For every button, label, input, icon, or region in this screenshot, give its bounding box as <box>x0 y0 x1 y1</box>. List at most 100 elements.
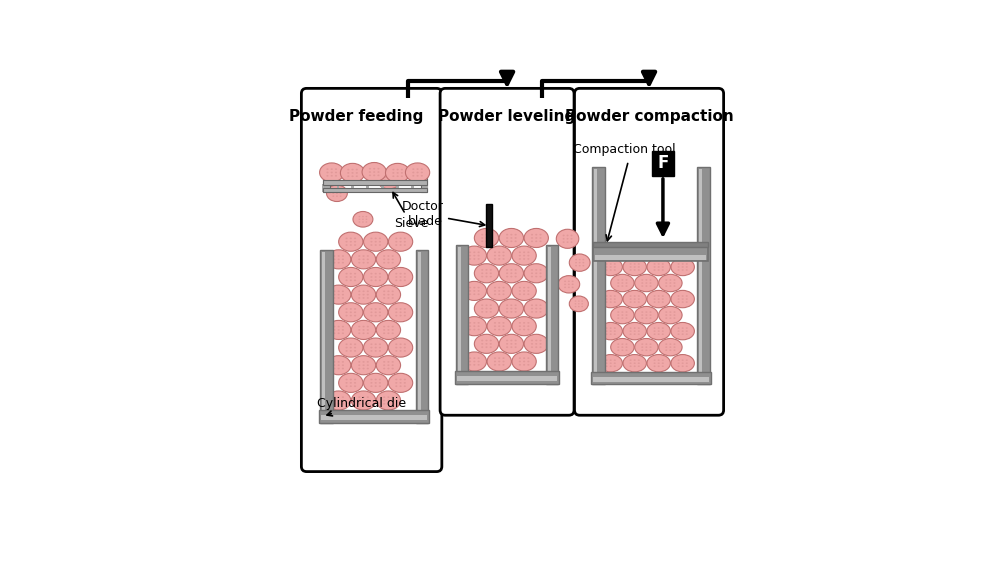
Ellipse shape <box>395 379 397 381</box>
Ellipse shape <box>682 330 684 332</box>
Ellipse shape <box>614 298 616 300</box>
Ellipse shape <box>338 262 340 263</box>
Ellipse shape <box>387 297 390 299</box>
Ellipse shape <box>630 330 632 332</box>
Ellipse shape <box>338 329 340 331</box>
Ellipse shape <box>481 276 483 278</box>
Ellipse shape <box>606 266 608 268</box>
Ellipse shape <box>481 234 483 235</box>
Bar <box>396 185 399 192</box>
Ellipse shape <box>673 346 676 348</box>
Ellipse shape <box>342 258 344 260</box>
Ellipse shape <box>611 274 634 292</box>
Ellipse shape <box>399 273 402 275</box>
Ellipse shape <box>351 320 376 339</box>
Ellipse shape <box>654 330 656 332</box>
Ellipse shape <box>320 163 344 182</box>
Ellipse shape <box>673 343 676 345</box>
Ellipse shape <box>515 308 517 310</box>
Ellipse shape <box>527 252 529 253</box>
Ellipse shape <box>498 322 500 324</box>
Ellipse shape <box>340 163 365 182</box>
Ellipse shape <box>678 269 680 271</box>
Text: Powder compaction: Powder compaction <box>565 109 733 124</box>
Ellipse shape <box>578 303 580 305</box>
Ellipse shape <box>395 350 397 352</box>
Ellipse shape <box>510 308 512 310</box>
Ellipse shape <box>333 262 336 263</box>
Text: Doctor
blade: Doctor blade <box>401 200 485 228</box>
Ellipse shape <box>478 255 480 257</box>
Ellipse shape <box>350 241 352 243</box>
Ellipse shape <box>354 238 356 239</box>
Bar <box>366 185 369 192</box>
Ellipse shape <box>399 347 402 348</box>
Ellipse shape <box>682 333 684 335</box>
Ellipse shape <box>519 290 521 292</box>
Ellipse shape <box>387 329 390 331</box>
Ellipse shape <box>354 347 356 348</box>
Ellipse shape <box>519 329 521 330</box>
Ellipse shape <box>498 290 500 292</box>
Bar <box>699 169 702 382</box>
Ellipse shape <box>617 282 619 284</box>
Ellipse shape <box>662 298 664 300</box>
Ellipse shape <box>621 350 623 351</box>
Ellipse shape <box>610 363 612 364</box>
Ellipse shape <box>333 368 336 369</box>
Ellipse shape <box>345 343 348 345</box>
Ellipse shape <box>327 185 347 202</box>
Ellipse shape <box>473 290 475 292</box>
Ellipse shape <box>367 255 369 257</box>
Ellipse shape <box>379 273 381 275</box>
Ellipse shape <box>478 322 480 324</box>
Ellipse shape <box>401 172 403 174</box>
Ellipse shape <box>662 263 664 265</box>
Ellipse shape <box>535 269 537 271</box>
Ellipse shape <box>338 332 340 334</box>
Ellipse shape <box>377 171 380 173</box>
Ellipse shape <box>621 282 623 284</box>
Ellipse shape <box>379 279 381 281</box>
Ellipse shape <box>621 285 623 287</box>
Ellipse shape <box>498 293 500 295</box>
Ellipse shape <box>387 326 390 328</box>
Ellipse shape <box>338 364 340 366</box>
Ellipse shape <box>383 400 385 401</box>
Ellipse shape <box>539 308 542 310</box>
Ellipse shape <box>621 318 623 319</box>
Ellipse shape <box>395 343 397 345</box>
Ellipse shape <box>379 385 381 387</box>
Ellipse shape <box>638 263 640 265</box>
Ellipse shape <box>339 303 363 322</box>
Ellipse shape <box>519 361 521 363</box>
Ellipse shape <box>523 358 525 359</box>
Ellipse shape <box>535 308 537 310</box>
Ellipse shape <box>634 365 636 367</box>
Ellipse shape <box>498 252 500 253</box>
Ellipse shape <box>356 176 358 177</box>
Ellipse shape <box>342 297 344 299</box>
Text: F: F <box>657 154 669 172</box>
Ellipse shape <box>404 238 406 239</box>
Ellipse shape <box>519 325 521 327</box>
Ellipse shape <box>669 314 671 316</box>
Ellipse shape <box>582 265 584 266</box>
Ellipse shape <box>673 314 676 316</box>
Ellipse shape <box>510 240 512 242</box>
Ellipse shape <box>478 364 480 366</box>
Ellipse shape <box>490 240 492 242</box>
Ellipse shape <box>665 343 667 345</box>
Ellipse shape <box>395 276 397 278</box>
Ellipse shape <box>370 315 373 316</box>
Ellipse shape <box>665 350 667 351</box>
Ellipse shape <box>485 308 488 310</box>
Ellipse shape <box>469 287 471 288</box>
Ellipse shape <box>385 163 410 182</box>
Ellipse shape <box>515 311 517 312</box>
Ellipse shape <box>345 315 348 316</box>
Ellipse shape <box>375 279 377 281</box>
Ellipse shape <box>647 258 670 276</box>
FancyBboxPatch shape <box>574 88 724 415</box>
Ellipse shape <box>392 329 394 331</box>
